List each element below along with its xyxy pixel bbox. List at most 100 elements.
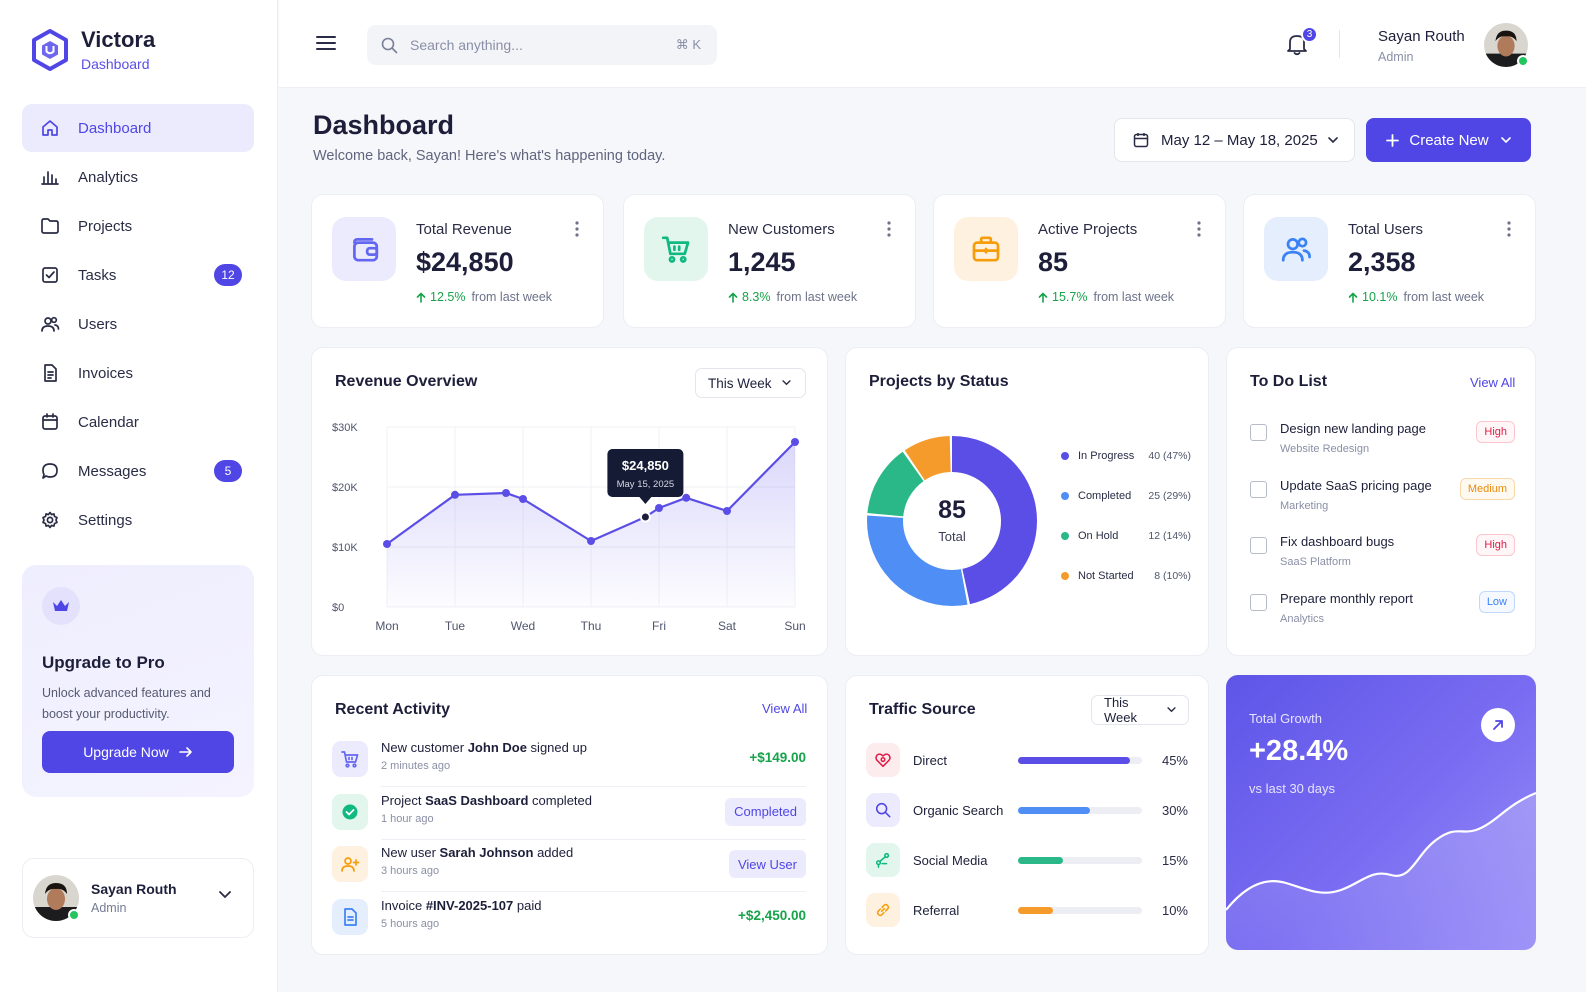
activity-item: New customer John Doe signed up 2 minutes… bbox=[332, 738, 806, 784]
sidebar-user-role: Admin bbox=[91, 900, 127, 915]
more-vertical-icon[interactable] bbox=[887, 221, 891, 237]
recent-activity-card: Recent Activity View All New customer Jo… bbox=[311, 675, 828, 955]
topbar-avatar[interactable] bbox=[1484, 23, 1529, 67]
traffic-period-dropdown[interactable]: This Week bbox=[1091, 695, 1189, 725]
chevron-down-icon bbox=[1327, 136, 1338, 144]
menu-icon[interactable] bbox=[316, 35, 336, 51]
divider bbox=[381, 838, 806, 840]
brand-name: Victora bbox=[81, 27, 156, 52]
upgrade-button[interactable]: Upgrade Now bbox=[42, 731, 234, 773]
more-vertical-icon[interactable] bbox=[1197, 221, 1201, 237]
legend-swatch bbox=[1061, 532, 1069, 540]
donut-total: 85 bbox=[938, 496, 966, 524]
create-new-button[interactable]: Create New bbox=[1366, 118, 1531, 162]
stat-change: 8.3% from last week bbox=[728, 290, 857, 304]
search-icon bbox=[866, 793, 900, 827]
x-tick-label: Mon bbox=[375, 619, 398, 633]
date-range-label: May 12 – May 18, 2025 bbox=[1161, 131, 1318, 149]
sidebar-item-projects[interactable]: Projects bbox=[22, 202, 254, 250]
activity-item: Project SaaS Dashboard completed 1 hour a… bbox=[332, 791, 806, 837]
donut-slice-completed[interactable] bbox=[867, 436, 1037, 606]
stat-change-percent: 12.5% bbox=[430, 290, 466, 304]
user-plus-icon bbox=[332, 846, 368, 882]
legend-value: 12 (14%) bbox=[1148, 530, 1191, 542]
sidebar-item-users[interactable]: Users bbox=[22, 300, 254, 348]
more-vertical-icon[interactable] bbox=[575, 221, 579, 237]
sidebar-item-messages[interactable]: Messages 5 bbox=[22, 447, 254, 495]
legend-item: Not Started 8 (10%) bbox=[1061, 570, 1191, 582]
data-point[interactable] bbox=[791, 438, 799, 446]
revenue-area bbox=[387, 442, 795, 607]
upgrade-text: Unlock advanced features and boost your … bbox=[42, 686, 211, 721]
search-shortcut: ⌘ K bbox=[675, 37, 701, 52]
traffic-percent: 15% bbox=[1161, 853, 1188, 868]
todo-checkbox[interactable] bbox=[1250, 593, 1267, 611]
revenue-overview-card: Revenue Overview This Week $0 $10K $20K $30… bbox=[311, 347, 828, 656]
search-icon bbox=[381, 37, 398, 54]
topbar-user[interactable]: Sayan Routh Admin bbox=[1378, 27, 1465, 65]
todo-item: Fix dashboard bugs SaaS Platform High bbox=[1250, 534, 1515, 574]
sidebar-item-label: Users bbox=[78, 315, 118, 333]
revenue-period-dropdown[interactable]: This Week bbox=[695, 368, 806, 398]
legend-label: Completed bbox=[1078, 490, 1132, 502]
briefcase-icon bbox=[954, 217, 1018, 281]
brand[interactable]: Victora Dashboard bbox=[30, 28, 155, 72]
search-bar[interactable]: ⌘ K bbox=[367, 25, 717, 65]
arrow-up-right-icon[interactable] bbox=[1481, 708, 1515, 742]
sidebar-item-tasks[interactable]: Tasks 12 bbox=[22, 251, 254, 299]
sidebar-item-calendar[interactable]: Calendar bbox=[22, 398, 254, 446]
sidebar-item-invoices[interactable]: Invoices bbox=[22, 349, 254, 397]
data-point[interactable] bbox=[655, 504, 663, 512]
divider bbox=[381, 891, 806, 892]
todo-checkbox[interactable] bbox=[1250, 537, 1267, 554]
activity-action-button[interactable]: Completed bbox=[725, 797, 806, 826]
traffic-bar-fill bbox=[1018, 857, 1063, 864]
more-vertical-icon[interactable] bbox=[1507, 221, 1511, 237]
bell-icon[interactable] bbox=[1286, 32, 1308, 56]
crown-icon bbox=[42, 587, 80, 625]
search-input[interactable] bbox=[410, 37, 660, 53]
chevron-down-icon bbox=[1500, 136, 1511, 144]
todo-item: Update SaaS pricing page Marketing Medium bbox=[1250, 477, 1515, 518]
chevron-down-icon[interactable] bbox=[219, 891, 231, 899]
activity-time: 1 hour ago bbox=[381, 812, 434, 825]
arrow-up-icon bbox=[1348, 292, 1358, 303]
data-point[interactable] bbox=[723, 507, 731, 515]
data-point[interactable] bbox=[639, 511, 651, 523]
sidebar-item-dashboard[interactable]: Dashboard bbox=[22, 104, 254, 152]
donut-slice-in-progress[interactable] bbox=[867, 436, 1037, 606]
activity-text-pre: New customer bbox=[381, 740, 468, 755]
activity-action-button[interactable]: View User bbox=[728, 850, 806, 878]
todo-checkbox[interactable] bbox=[1250, 480, 1267, 498]
sidebar-user-card[interactable]: Sayan Routh Admin bbox=[22, 858, 254, 938]
direct-icon bbox=[866, 743, 900, 777]
todo-view-all-link[interactable]: View All bbox=[1470, 375, 1516, 390]
traffic-bar bbox=[1018, 807, 1142, 814]
traffic-row: Direct 45% bbox=[866, 743, 1188, 779]
legend-label: On Hold bbox=[1078, 530, 1119, 542]
stat-change: 10.1% from last week bbox=[1348, 290, 1484, 304]
sidebar-item-analytics[interactable]: Analytics bbox=[22, 153, 254, 201]
traffic-bar bbox=[1018, 907, 1142, 914]
data-point[interactable] bbox=[502, 489, 510, 497]
sidebar-item-settings[interactable]: Settings bbox=[22, 496, 254, 544]
x-tick-label: Sun bbox=[784, 619, 805, 633]
stat-change-suffix: from last week bbox=[471, 290, 553, 304]
activity-text-post: added bbox=[533, 845, 574, 860]
todo-checkbox[interactable] bbox=[1250, 424, 1267, 441]
data-point[interactable] bbox=[519, 495, 527, 503]
activity-text-subject: Sarah Johnson bbox=[439, 845, 534, 860]
avatar bbox=[33, 875, 80, 921]
data-point[interactable] bbox=[682, 493, 691, 502]
stat-value: 2,358 bbox=[1348, 247, 1416, 277]
date-range-picker[interactable]: May 12 – May 18, 2025 bbox=[1114, 118, 1355, 162]
activity-view-all-link[interactable]: View All bbox=[762, 701, 808, 716]
data-point[interactable] bbox=[451, 490, 459, 499]
create-new-label: Create New bbox=[1409, 131, 1489, 149]
x-tick-label: Sat bbox=[718, 619, 737, 633]
stat-change: 12.5% from last week bbox=[416, 290, 552, 304]
sidebar-item-label: Analytics bbox=[78, 168, 139, 186]
stat-change-suffix: from last week bbox=[1093, 290, 1175, 304]
data-point[interactable] bbox=[383, 540, 391, 548]
data-point[interactable] bbox=[587, 537, 595, 545]
